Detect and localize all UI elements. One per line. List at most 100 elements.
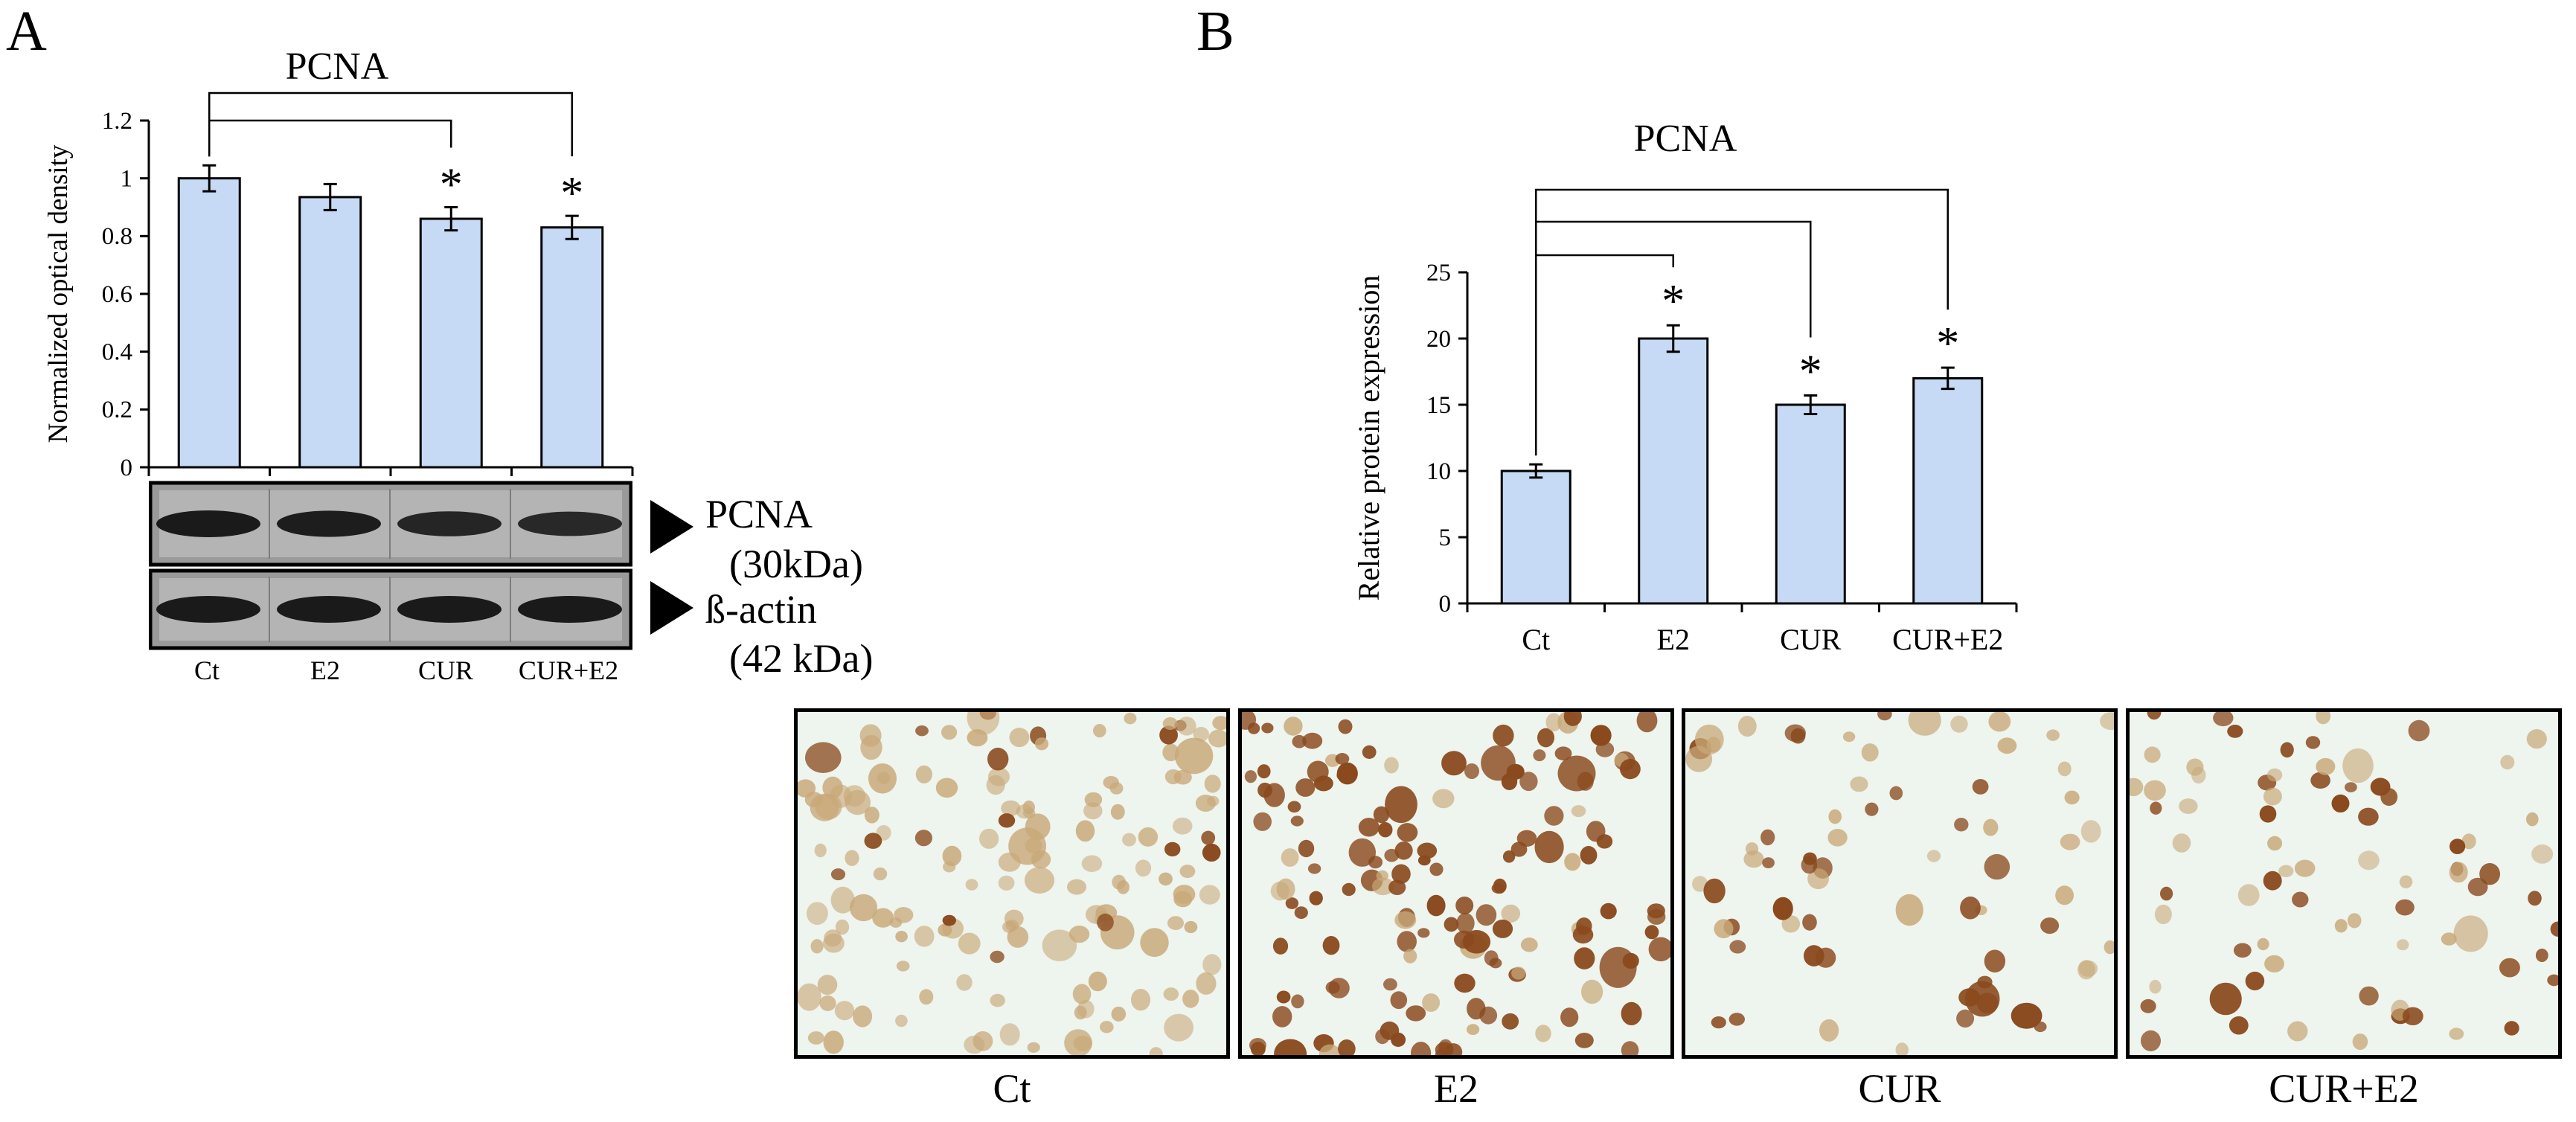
cell-nucleus [1895, 1042, 1909, 1055]
actin-band [277, 596, 381, 623]
cell-nucleus [1383, 978, 1397, 991]
cell-nucleus [1100, 1021, 1114, 1033]
cell-nucleus [1124, 712, 1137, 725]
cell-nucleus [2040, 917, 2060, 935]
cell-nucleus [2209, 982, 2242, 1016]
cell-nucleus [2179, 798, 2198, 814]
cell-nucleus [1309, 891, 1323, 905]
cell-nucleus [2535, 949, 2548, 962]
cell-nucleus [1274, 1039, 1307, 1055]
cell-nucleus [2130, 778, 2144, 796]
cell-nucleus [1314, 775, 1333, 792]
bar [419, 217, 483, 469]
cell-nucleus [2450, 839, 2466, 854]
cell-nucleus [2172, 833, 2191, 853]
cell-nucleus [2267, 836, 2283, 851]
cell-nucleus [2245, 971, 2265, 991]
cell-nucleus [864, 833, 882, 849]
cell-nucleus [1535, 1025, 1551, 1042]
y-tick-label: 5 [1439, 525, 1452, 551]
cell-nucleus [1519, 772, 1538, 792]
cell-nucleus [1073, 1036, 1092, 1051]
cell-nucleus [1202, 954, 1222, 975]
cell-nucleus [1384, 848, 1400, 862]
cell-nucleus [2499, 958, 2520, 978]
cell-nucleus [1270, 881, 1289, 901]
actin-band [156, 596, 260, 623]
cell-nucleus [999, 1023, 1020, 1046]
cell-nucleus [859, 724, 882, 747]
cell-nucleus [2526, 729, 2547, 749]
cell-nucleus [814, 843, 827, 858]
cell-nucleus [1251, 1042, 1266, 1055]
cell-nucleus [1586, 821, 1606, 842]
cell-nucleus [1391, 864, 1411, 884]
cell-nucleus [1703, 878, 1726, 904]
cell-nucleus [2370, 778, 2391, 796]
cell-nucleus [1390, 991, 1408, 1010]
pcna-band [518, 511, 622, 536]
y-tick-label: 0.2 [102, 397, 132, 423]
cell-nucleus [819, 995, 836, 1011]
cell-nucleus [1016, 804, 1034, 819]
cell-nucleus [1177, 717, 1196, 736]
cell-nucleus [2140, 998, 2156, 1013]
cell-nucleus [2287, 1021, 2308, 1042]
cell-nucleus [1184, 920, 1198, 934]
cell-nucleus [1972, 779, 1989, 795]
cell-nucleus [1621, 1041, 1639, 1055]
cell-nucleus [1201, 830, 1216, 845]
cell-nucleus [1406, 1005, 1426, 1022]
cell-nucleus [1545, 713, 1562, 732]
cell-nucleus [1417, 928, 1430, 938]
bar [540, 226, 604, 469]
cell-nucleus [1636, 712, 1658, 733]
y-tick-label: 25 [1426, 260, 1451, 286]
cell-nucleus [1895, 894, 1923, 926]
cell-nucleus [998, 875, 1015, 891]
cell-nucleus [938, 923, 952, 937]
cell-nucleus [1484, 950, 1499, 966]
cell-nucleus [2100, 712, 2114, 731]
cell-nucleus [1358, 818, 1380, 837]
cell-nucleus [1819, 1019, 1839, 1042]
cell-nucleus [2334, 919, 2348, 933]
pcna-band [156, 510, 260, 537]
cell-nucleus [2399, 875, 2413, 888]
cell-nucleus [1988, 712, 2011, 732]
cell-nucleus [2310, 772, 2330, 789]
cell-nucleus [941, 725, 958, 740]
cell-nucleus [894, 907, 914, 923]
cell-nucleus [1159, 872, 1173, 886]
cell-nucleus [1564, 853, 1581, 871]
cell-nucleus [1467, 1024, 1480, 1035]
cell-nucleus [1581, 979, 1603, 1004]
cell-nucleus [2342, 748, 2374, 783]
cell-nucleus [1109, 782, 1124, 795]
cell-nucleus [1140, 928, 1169, 958]
cell-nucleus [1335, 753, 1350, 765]
cell-nucleus [2316, 757, 2336, 775]
y-tick-label: 0.8 [102, 223, 132, 250]
cell-nucleus [1534, 830, 1564, 864]
pcna-band [277, 510, 381, 537]
cell-nucleus [1112, 874, 1127, 890]
actin-kda-label: (42 kDa) [729, 636, 874, 681]
pcna-band [397, 511, 502, 536]
comparison-bracket [1535, 220, 1812, 456]
bar [1775, 403, 1846, 605]
cell-nucleus [1368, 856, 1383, 869]
cell-nucleus [998, 852, 1021, 872]
cell-nucleus [1426, 894, 1446, 917]
cell-nucleus [1083, 802, 1103, 820]
cell-nucleus [1202, 843, 1221, 862]
cell-nucleus [1042, 929, 1077, 961]
bar [298, 196, 362, 469]
cell-nucleus [2352, 1033, 2368, 1051]
cell-nucleus [1511, 966, 1526, 980]
cell-nucleus [1571, 805, 1586, 818]
cell-nucleus [965, 879, 978, 891]
significance-marker: * [1936, 318, 1959, 369]
cell-nucleus [1338, 1039, 1356, 1055]
micrograph-label: CUR+E2 [2269, 1066, 2419, 1111]
